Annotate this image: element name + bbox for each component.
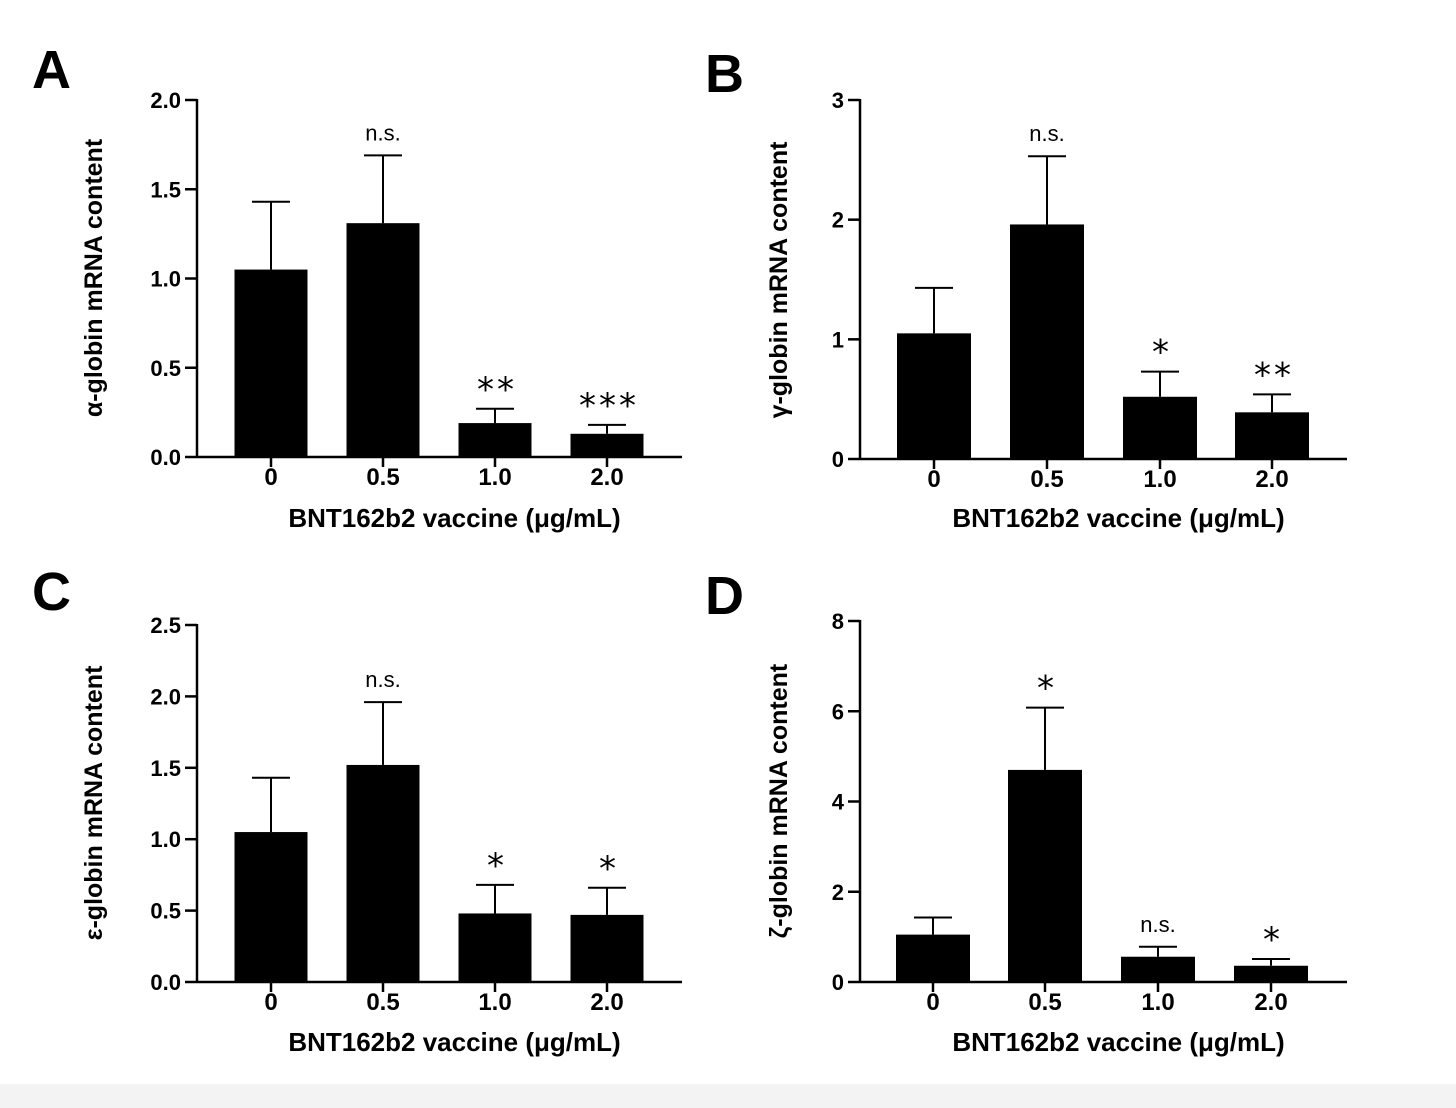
y-tick-label: 1.5 [150,756,181,781]
bar [234,269,308,457]
y-tick-label: 0 [832,970,844,995]
significance-label: * [487,846,507,886]
significance-label: ** [477,370,517,410]
y-tick-label: 0.5 [150,899,181,924]
significance-label: *** [579,386,639,426]
x-tick-label: 0 [926,989,939,1016]
x-axis-label: BNT162b2 vaccine (μg/mL) [952,503,1284,533]
x-tick-label: 2.0 [1254,989,1287,1016]
x-axis-label: BNT162b2 vaccine (μg/mL) [288,1027,620,1057]
x-tick-label: 2.0 [590,989,623,1016]
y-tick-label: 2.0 [150,88,181,113]
panel-a: Aα-globin mRNA content BNT162b2 vaccine (… [32,40,682,533]
bar [1008,769,1082,982]
significance-label: n.s. [1029,121,1064,146]
panel-d: Dζ-globin mRNA content BNT162b2 vaccine (… [705,566,1347,1057]
bar [346,223,420,457]
y-tick-label: 0.0 [150,970,181,995]
y-tick-label: 2 [832,208,844,233]
bar [897,333,971,459]
x-tick-label: 0 [264,464,277,491]
bar [346,764,420,982]
significance-label: * [599,849,619,889]
x-axis-label: BNT162b2 vaccine (μg/mL) [288,503,620,533]
significance-label: ** [1254,355,1294,395]
y-tick-label: 1 [832,327,844,352]
x-axis-label: BNT162b2 vaccine (μg/mL) [952,1027,1284,1057]
y-tick-label: 2 [832,880,844,905]
y-tick-label: 1.0 [150,827,181,852]
x-tick-label: 0.5 [366,989,399,1016]
y-axis-label: ε-globin mRNA content [80,665,108,940]
bar [1235,412,1309,459]
significance-label: * [1037,669,1057,709]
x-tick-label: 2.0 [590,464,623,491]
bar [896,934,970,982]
x-tick-label: 1.0 [478,464,511,491]
x-tick-label: 0 [927,466,940,493]
y-tick-label: 8 [832,609,844,634]
panel-letter: D [705,566,744,626]
bar [570,914,644,982]
y-tick-label: 6 [832,699,844,724]
y-axis-label: α-globin mRNA content [80,138,108,417]
significance-label: n.s. [365,667,400,692]
panel-letter: A [32,40,71,100]
y-axis-label: γ-globin mRNA content [765,141,793,419]
y-tick-label: 2.5 [150,613,181,638]
x-tick-label: 0.5 [1030,466,1063,493]
significance-label: n.s. [1140,912,1175,937]
y-tick-label: 0 [832,447,844,472]
x-tick-label: 0 [264,989,277,1016]
y-tick-label: 3 [832,88,844,113]
y-tick-label: 4 [832,790,845,815]
bar [1234,965,1308,982]
bar [570,433,644,457]
bar [458,423,532,457]
bar [1121,956,1195,982]
significance-label: n.s. [365,120,400,145]
x-tick-label: 0.5 [366,464,399,491]
bar [234,832,308,982]
figure: Aα-globin mRNA content BNT162b2 vaccine (… [32,40,1347,1057]
bar [458,913,532,982]
panel-letter: C [32,562,71,622]
bottom-strip [0,1084,1456,1108]
panel-b: Bγ-globin mRNA content BNT162b2 vaccine (… [705,44,1347,533]
x-tick-label: 1.0 [1143,466,1176,493]
x-tick-label: 0.5 [1028,989,1061,1016]
significance-label: * [1152,333,1172,373]
y-tick-label: 0.5 [150,356,181,381]
y-tick-label: 0.0 [150,445,181,470]
y-axis-label: ζ-globin mRNA content [765,663,793,938]
x-tick-label: 2.0 [1255,466,1288,493]
panel-letter: B [705,44,744,104]
y-tick-label: 1.5 [150,177,181,202]
panel-c: Cε-globin mRNA content BNT162b2 vaccine (… [32,562,682,1057]
significance-label: * [1263,920,1283,960]
y-tick-label: 1.0 [150,267,181,292]
bar [1010,224,1084,459]
y-tick-label: 2.0 [150,684,181,709]
x-tick-label: 1.0 [1141,989,1174,1016]
x-tick-label: 1.0 [478,989,511,1016]
bar [1123,396,1197,459]
